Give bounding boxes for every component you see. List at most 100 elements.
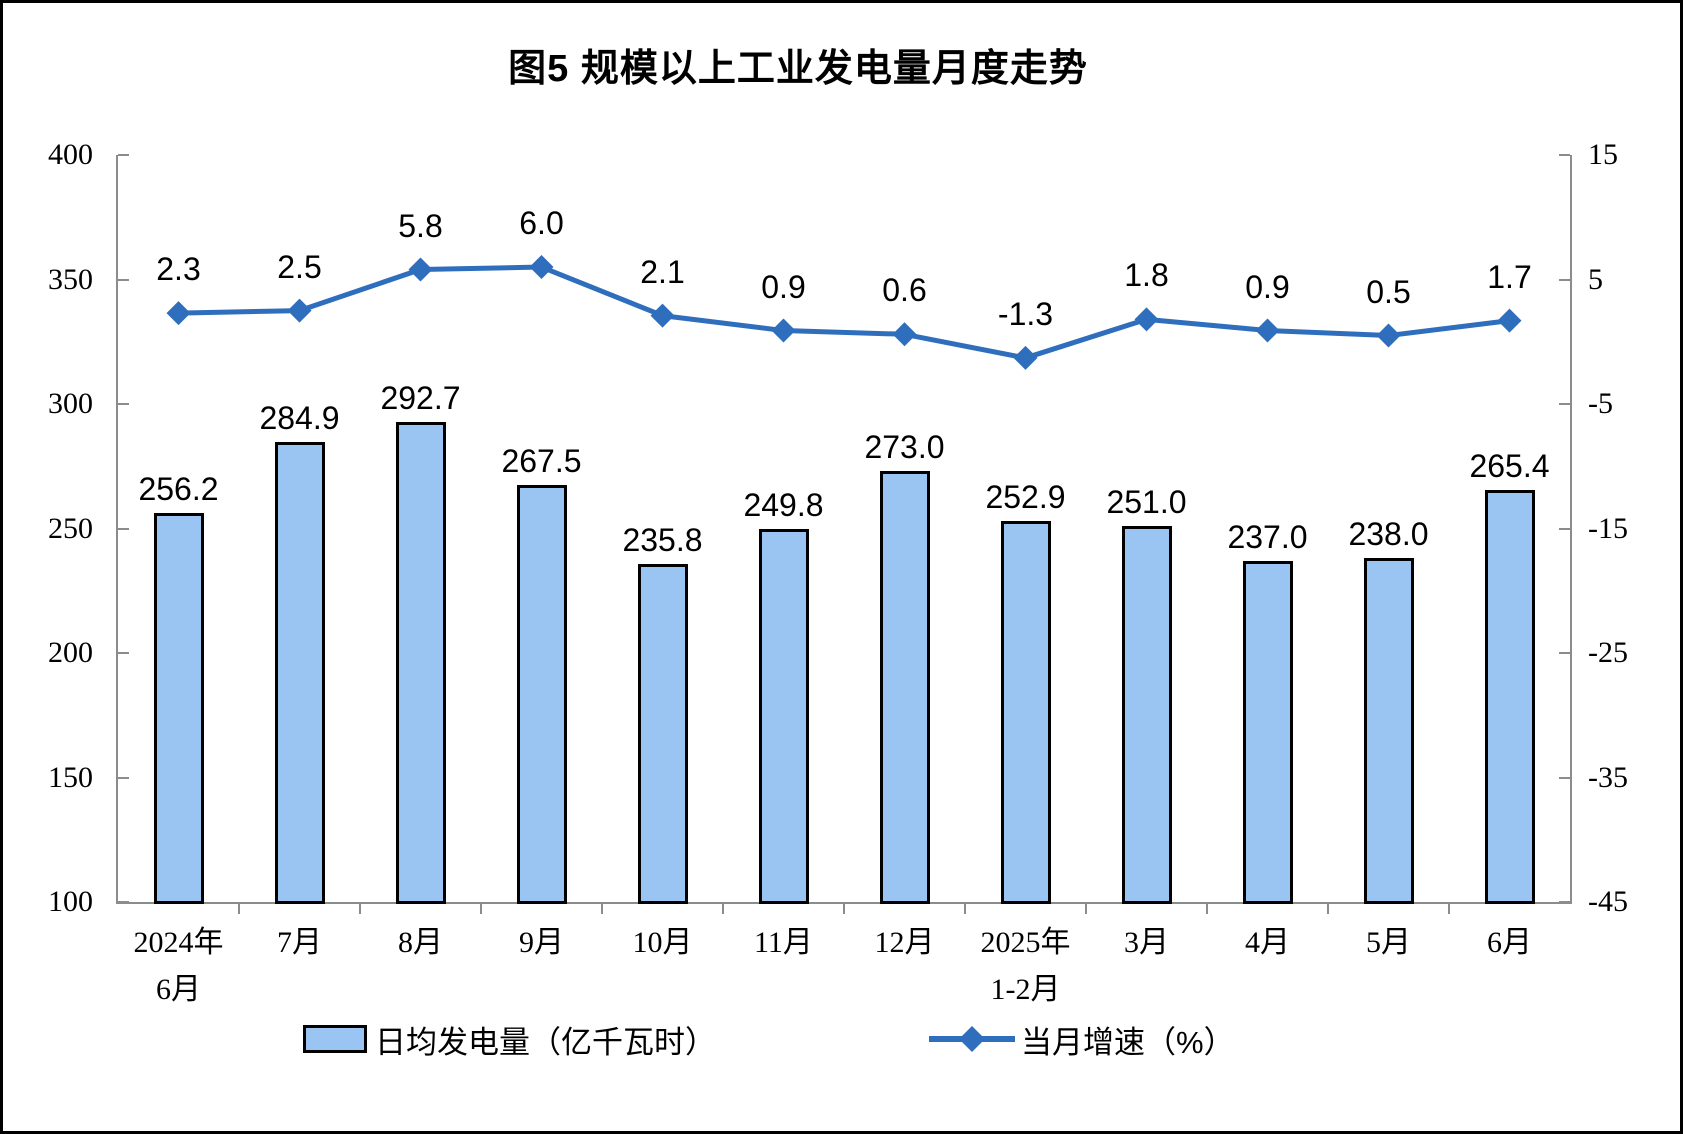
x-axis-tick [238, 904, 240, 914]
bar [1484, 490, 1535, 904]
left-axis-tick-label: 150 [48, 760, 93, 794]
line-value-label: 6.0 [519, 205, 564, 242]
line-marker [1134, 307, 1159, 332]
right-axis-tick-label: -35 [1588, 760, 1628, 794]
line-marker [650, 303, 675, 328]
x-axis-label: 2024年 6月 [133, 926, 224, 1006]
right-axis-tick [1559, 652, 1570, 654]
right-axis-tick-label: -45 [1588, 885, 1628, 918]
line-marker [1497, 308, 1522, 333]
left-axis [116, 155, 118, 904]
bar [1363, 558, 1414, 904]
x-axis-label: 12月 [874, 926, 935, 959]
left-axis-tick-label: 100 [48, 885, 93, 918]
left-axis-tick [118, 901, 129, 903]
left-axis-tick [118, 776, 129, 779]
x-axis-tick [843, 904, 845, 914]
x-axis-label: 7月 [277, 926, 322, 959]
right-axis-tick-label: -15 [1588, 511, 1628, 545]
right-axis-tick-label: 15 [1588, 138, 1618, 171]
bar-value-label: 238.0 [1348, 516, 1429, 553]
x-axis-tick [1206, 904, 1208, 914]
bar [153, 513, 204, 904]
x-axis-label: 11月 [754, 926, 813, 959]
bar [1000, 521, 1051, 904]
line-marker [892, 322, 917, 347]
legend-line-swatch [929, 1026, 1015, 1052]
x-axis-tick [1085, 904, 1087, 914]
right-axis-tick [1559, 403, 1570, 405]
line-marker [287, 298, 312, 323]
line-marker [408, 257, 433, 282]
right-axis-tick [1559, 154, 1570, 156]
legend-line-label: 当月增速（%） [1021, 1024, 1235, 1060]
bar-value-label: 251.0 [1106, 484, 1187, 520]
right-axis-tick [1559, 776, 1570, 779]
x-axis-tick [964, 904, 966, 914]
left-axis-tick-label: 400 [48, 138, 93, 171]
bar-value-label: 256.2 [138, 471, 219, 508]
right-axis-tick-label: 5 [1588, 262, 1603, 296]
right-axis-tick [1559, 278, 1570, 281]
chart-title: 图5 规模以上工业发电量月度走势 [508, 48, 1088, 90]
bar-value-label: 237.0 [1227, 518, 1308, 555]
bar [516, 484, 567, 904]
x-axis-label: 6月 [1487, 926, 1532, 959]
line-marker [771, 318, 796, 343]
x-axis-tick [359, 904, 361, 914]
x-axis-label: 9月 [519, 926, 564, 959]
left-axis-tick [118, 278, 129, 281]
left-axis-tick [118, 527, 129, 530]
x-axis-tick [601, 904, 603, 914]
bar [1242, 560, 1293, 904]
right-axis [1570, 155, 1572, 904]
line-marker [1255, 318, 1280, 343]
right-axis-tick [1559, 901, 1570, 903]
line-marker [1013, 345, 1038, 370]
x-axis-label: 10月 [632, 926, 693, 959]
x-axis-tick [480, 904, 482, 914]
legend-bar-swatch [303, 1025, 367, 1053]
x-axis [116, 902, 1572, 904]
legend: 日均发电量（亿千瓦时） 当月增速（%） [3, 1015, 1680, 1063]
bar-value-label: 265.4 [1469, 448, 1550, 485]
line-marker [1376, 323, 1401, 348]
line-value-label: -1.3 [997, 295, 1054, 332]
left-axis-tick [118, 403, 129, 405]
bar [758, 528, 809, 904]
x-axis-label: 2025年 1-2月 [980, 926, 1071, 1006]
x-axis-tick [722, 904, 724, 914]
x-axis-label: 3月 [1124, 926, 1169, 959]
left-axis-tick [118, 154, 129, 156]
right-axis-tick-label: -5 [1588, 387, 1613, 420]
line-marker [166, 301, 191, 326]
x-axis-tick [1448, 904, 1450, 914]
bar [395, 422, 446, 904]
right-axis-tick [1559, 527, 1570, 530]
bar [879, 471, 930, 904]
line-value-label: 5.8 [398, 207, 443, 244]
legend-item-bars: 日均发电量（亿千瓦时） [303, 1015, 716, 1063]
line-marker [529, 255, 554, 280]
bar-value-label: 267.5 [501, 442, 582, 479]
left-axis-tick-label: 250 [48, 511, 93, 545]
left-axis-tick [118, 652, 129, 654]
bar [274, 441, 325, 904]
bar-value-label: 292.7 [380, 380, 461, 417]
bar-value-label: 249.8 [743, 486, 824, 523]
x-axis-label: 5月 [1366, 926, 1411, 959]
bar-value-label: 273.0 [864, 429, 945, 466]
bar-value-label: 284.9 [259, 399, 340, 436]
legend-bar-label: 日均发电量（亿千瓦时） [375, 1024, 716, 1060]
left-axis-tick-label: 350 [48, 262, 93, 296]
left-axis-tick-label: 200 [48, 636, 93, 669]
legend-item-line: 当月增速（%） [929, 1015, 1235, 1063]
bar-value-label: 235.8 [622, 521, 703, 558]
x-axis-label: 8月 [398, 926, 443, 959]
bar-value-label: 252.9 [985, 479, 1066, 516]
bar [1121, 526, 1172, 904]
x-axis-label: 4月 [1245, 926, 1290, 959]
bar [637, 563, 688, 904]
x-axis-tick [1327, 904, 1329, 914]
